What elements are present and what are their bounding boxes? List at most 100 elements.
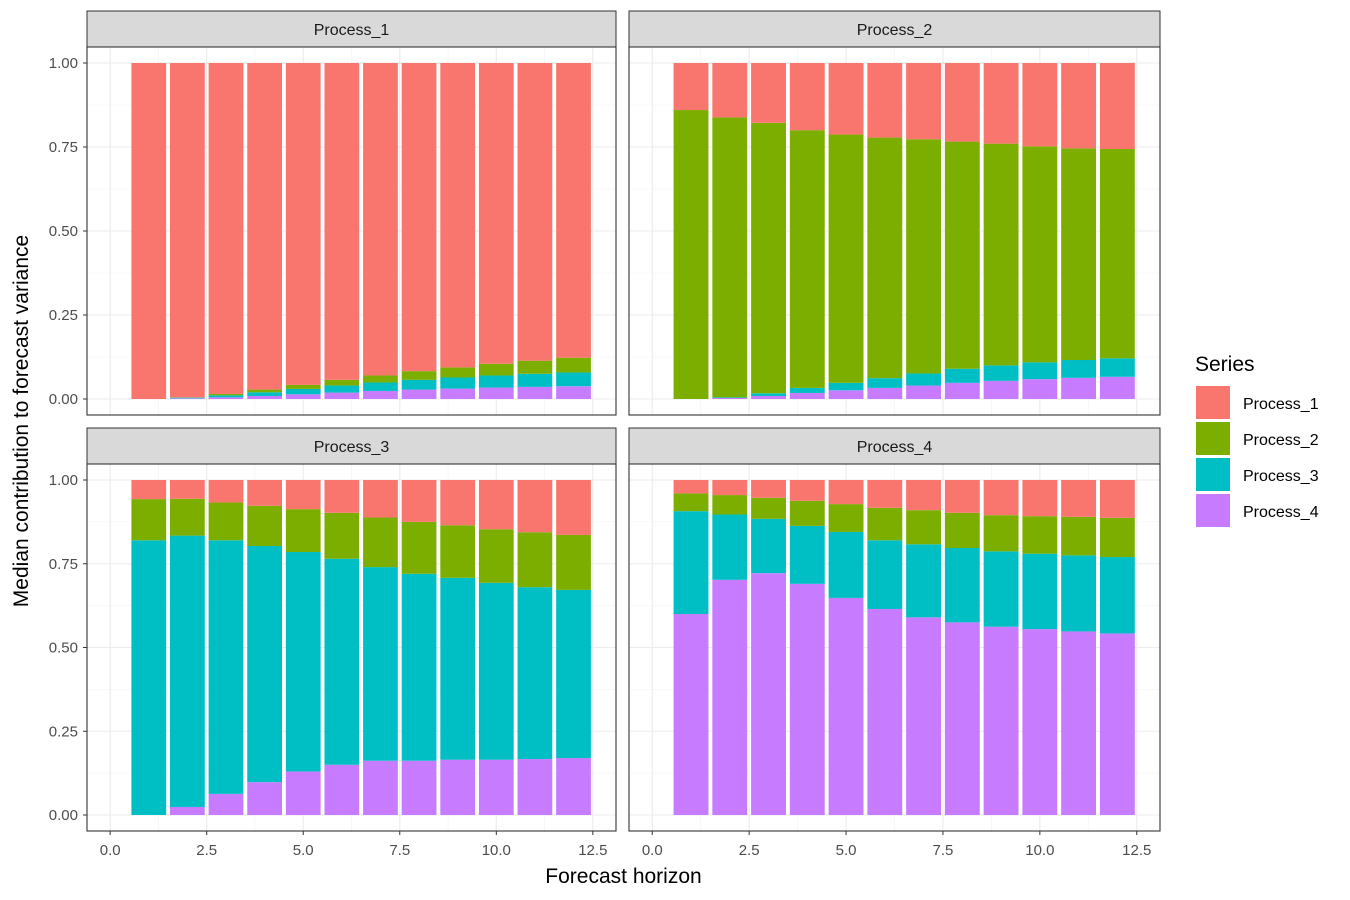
bar-process-2-h7-process-4 <box>906 385 942 399</box>
bar-process-2-h5-process-1 <box>828 63 864 135</box>
y-tick-label: 0.50 <box>49 223 78 240</box>
bar-process-2-h11-process-4 <box>1061 377 1097 399</box>
bar-process-1-h8-process-2 <box>401 371 437 380</box>
x-tick-label: 7.5 <box>389 842 410 859</box>
bar-process-2-h4-process-4 <box>789 392 825 399</box>
y-tick-label: 0.00 <box>49 807 78 824</box>
bar-process-2-h4-process-2 <box>789 130 825 388</box>
y-tick-label: 0.75 <box>49 139 78 156</box>
bar-process-3-h7-process-4 <box>363 760 398 815</box>
bar-process-1-h6-process-2 <box>324 379 360 386</box>
x-tick-label: 2.5 <box>196 842 217 859</box>
bar-process-2-h10-process-2 <box>1022 146 1058 363</box>
bar-process-3-h12-process-3 <box>556 589 591 759</box>
bar-process-4-h2-process-1 <box>712 480 748 496</box>
bar-process-3-h9-process-3 <box>440 577 476 760</box>
bar-process-3-h12-process-1 <box>556 480 591 535</box>
bar-process-2-h2-process-4 <box>712 397 748 399</box>
bar-process-4-h9-process-4 <box>983 626 1019 815</box>
y-tick-label: 0.50 <box>49 640 78 657</box>
bar-process-1-h12-process-4 <box>556 386 591 399</box>
y-axis-title: Median contribution to forecast variance <box>10 235 33 607</box>
bar-process-1-h10-process-3 <box>478 375 514 388</box>
bar-process-1-h7-process-4 <box>363 390 398 399</box>
bar-process-3-h10-process-2 <box>478 529 514 583</box>
bar-process-4-h4-process-3 <box>789 525 825 584</box>
bar-process-1-h9-process-1 <box>440 63 476 368</box>
bar-process-1-h8-process-3 <box>401 379 437 390</box>
bar-process-1-h5-process-1 <box>285 63 321 385</box>
bar-process-1-h2-process-1 <box>170 63 205 398</box>
bar-process-2-h12-process-1 <box>1099 63 1135 150</box>
bar-process-4-h12-process-3 <box>1099 557 1135 634</box>
bar-process-1-h11-process-4 <box>517 386 553 399</box>
bar-process-3-h4-process-1 <box>247 480 282 506</box>
bar-process-4-h9-process-2 <box>983 515 1019 552</box>
bar-process-2-h9-process-3 <box>983 365 1019 381</box>
bar-process-3-h1-process-2 <box>131 499 167 541</box>
bar-process-2-h12-process-2 <box>1099 149 1135 359</box>
bar-process-1-h12-process-3 <box>556 372 591 387</box>
bar-process-4-h1-process-4 <box>673 614 709 815</box>
bar-process-2-h4-process-1 <box>789 63 825 131</box>
bars <box>131 63 591 399</box>
x-axis-title: Forecast horizon <box>545 865 701 888</box>
bar-process-3-h6-process-1 <box>324 480 360 513</box>
bar-process-3-h1-process-3 <box>131 540 167 815</box>
bar-process-3-h2-process-2 <box>170 498 205 536</box>
legend-label-process-2: Process_2 <box>1243 432 1319 449</box>
bar-process-4-h7-process-1 <box>906 480 942 511</box>
bar-process-1-h11-process-3 <box>517 373 553 387</box>
bar-process-1-h11-process-2 <box>517 360 553 374</box>
bar-process-2-h2-process-3 <box>712 397 748 398</box>
bar-process-2-h10-process-1 <box>1022 63 1058 147</box>
bar-process-1-h7-process-1 <box>363 63 398 376</box>
bar-process-3-h9-process-2 <box>440 525 476 578</box>
bar-process-4-h12-process-1 <box>1099 480 1135 518</box>
bar-process-2-h5-process-4 <box>828 390 864 399</box>
bar-process-2-h6-process-4 <box>867 387 903 399</box>
bar-process-1-h9-process-3 <box>440 377 476 389</box>
bar-process-1-h6-process-4 <box>324 392 360 399</box>
bar-process-1-h7-process-3 <box>363 382 398 391</box>
bar-process-3-h10-process-1 <box>478 480 514 530</box>
facet-strip <box>86 10 617 48</box>
bar-process-2-h3-process-1 <box>751 63 786 123</box>
bar-process-3-h9-process-4 <box>440 759 476 815</box>
y-tick-label: 0.25 <box>49 723 78 740</box>
bar-process-2-h8-process-3 <box>944 368 980 383</box>
bar-process-2-h10-process-4 <box>1022 379 1058 399</box>
bar-process-2-h6-process-3 <box>867 378 903 388</box>
bar-process-3-h11-process-1 <box>517 480 553 533</box>
bar-process-1-h3-process-3 <box>208 395 244 398</box>
bar-process-3-h8-process-4 <box>401 760 437 815</box>
bar-process-3-h3-process-2 <box>208 502 244 541</box>
bar-process-1-h2-process-4 <box>170 398 205 399</box>
bar-process-2-h12-process-4 <box>1099 376 1135 399</box>
x-tick-label: 12.5 <box>578 842 607 859</box>
bar-process-1-h2-process-3 <box>170 397 205 399</box>
bar-process-2-h12-process-3 <box>1099 358 1135 377</box>
bar-process-1-h7-process-2 <box>363 375 398 383</box>
bar-process-2-h5-process-3 <box>828 382 864 391</box>
bar-process-2-h6-process-1 <box>867 63 903 138</box>
bar-process-4-h8-process-2 <box>944 512 980 549</box>
legend-key-process-4 <box>1196 494 1230 527</box>
bar-process-4-h1-process-1 <box>673 480 709 494</box>
facet-strip <box>628 427 1161 465</box>
bar-process-3-h4-process-3 <box>247 545 282 783</box>
bar-process-2-h8-process-2 <box>944 141 980 369</box>
bar-process-3-h6-process-2 <box>324 512 360 559</box>
bar-process-4-h10-process-3 <box>1022 553 1058 630</box>
bar-process-2-h3-process-3 <box>751 393 786 396</box>
legend-key-process-2 <box>1196 422 1230 455</box>
facet-panel-process-1: Process_1 <box>86 10 617 416</box>
bar-process-4-h11-process-4 <box>1061 631 1097 815</box>
bar-process-1-h4-process-4 <box>247 395 282 399</box>
bar-process-4-h10-process-4 <box>1022 629 1058 815</box>
bar-process-4-h10-process-2 <box>1022 516 1058 554</box>
bar-process-4-h2-process-2 <box>712 495 748 515</box>
bar-process-4-h11-process-3 <box>1061 555 1097 632</box>
bar-process-2-h1-process-1 <box>673 63 709 111</box>
